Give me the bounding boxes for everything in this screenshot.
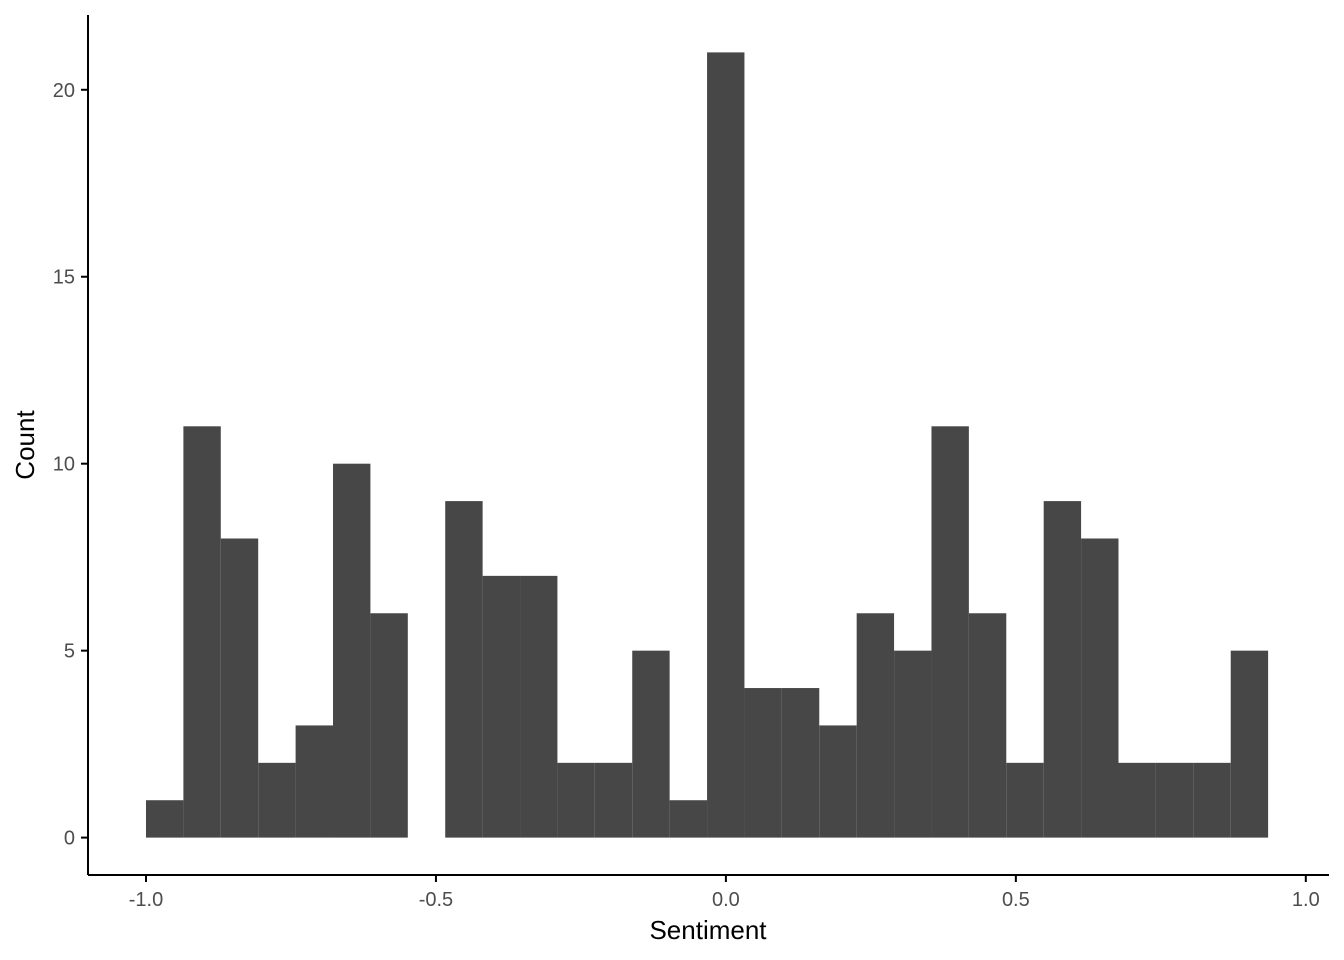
x-tick-label: 1.0 [1292,889,1320,911]
x-axis-title: Sentiment [649,915,767,945]
histogram-bar [520,575,558,838]
y-tick-label: 20 [53,80,75,102]
y-tick-label: 0 [64,828,75,850]
y-tick-label: 15 [53,267,75,289]
x-tick-label: 0.0 [712,889,740,911]
histogram-bar [295,725,334,838]
y-axis-ticks: 0 5 10 15 20 [53,80,88,850]
y-tick-label: 10 [53,454,75,476]
histogram-bar [258,762,296,838]
x-tick-label: -0.5 [419,889,453,911]
histogram-bar [819,725,857,838]
x-axis-ticks: -1.0 -0.5 0.0 0.5 1.0 [129,875,1320,911]
histogram-bar [1006,762,1044,838]
histogram-bar [968,613,1007,838]
histogram-bar [894,650,932,838]
histogram-bar [1043,501,1082,838]
histogram-bar [707,52,745,838]
histogram-bar [931,426,969,838]
histogram-bar [183,426,221,838]
histogram-bar [632,650,670,838]
histogram-bar [445,501,483,838]
x-tick-label: 0.5 [1002,889,1030,911]
histogram-bar [1081,538,1119,838]
bars-layer [145,52,1269,838]
histogram-bar [594,762,633,838]
histogram-bar [220,538,259,838]
histogram-bar [557,762,595,838]
histogram-bar [1118,762,1156,838]
histogram-bar [482,575,521,838]
histogram-bar [370,613,408,838]
y-tick-label: 5 [64,641,75,663]
histogram-bar [669,800,708,838]
histogram-bar [856,613,895,838]
histogram-bar [781,688,820,838]
histogram-bar [1155,762,1194,838]
y-axis-title: Count [10,410,40,480]
histogram-bar [333,463,371,838]
histogram-bar [145,800,184,838]
histogram-bar [1230,650,1269,838]
x-tick-label: -1.0 [129,889,163,911]
histogram-bar [744,688,782,838]
histogram-bar [1193,762,1231,838]
